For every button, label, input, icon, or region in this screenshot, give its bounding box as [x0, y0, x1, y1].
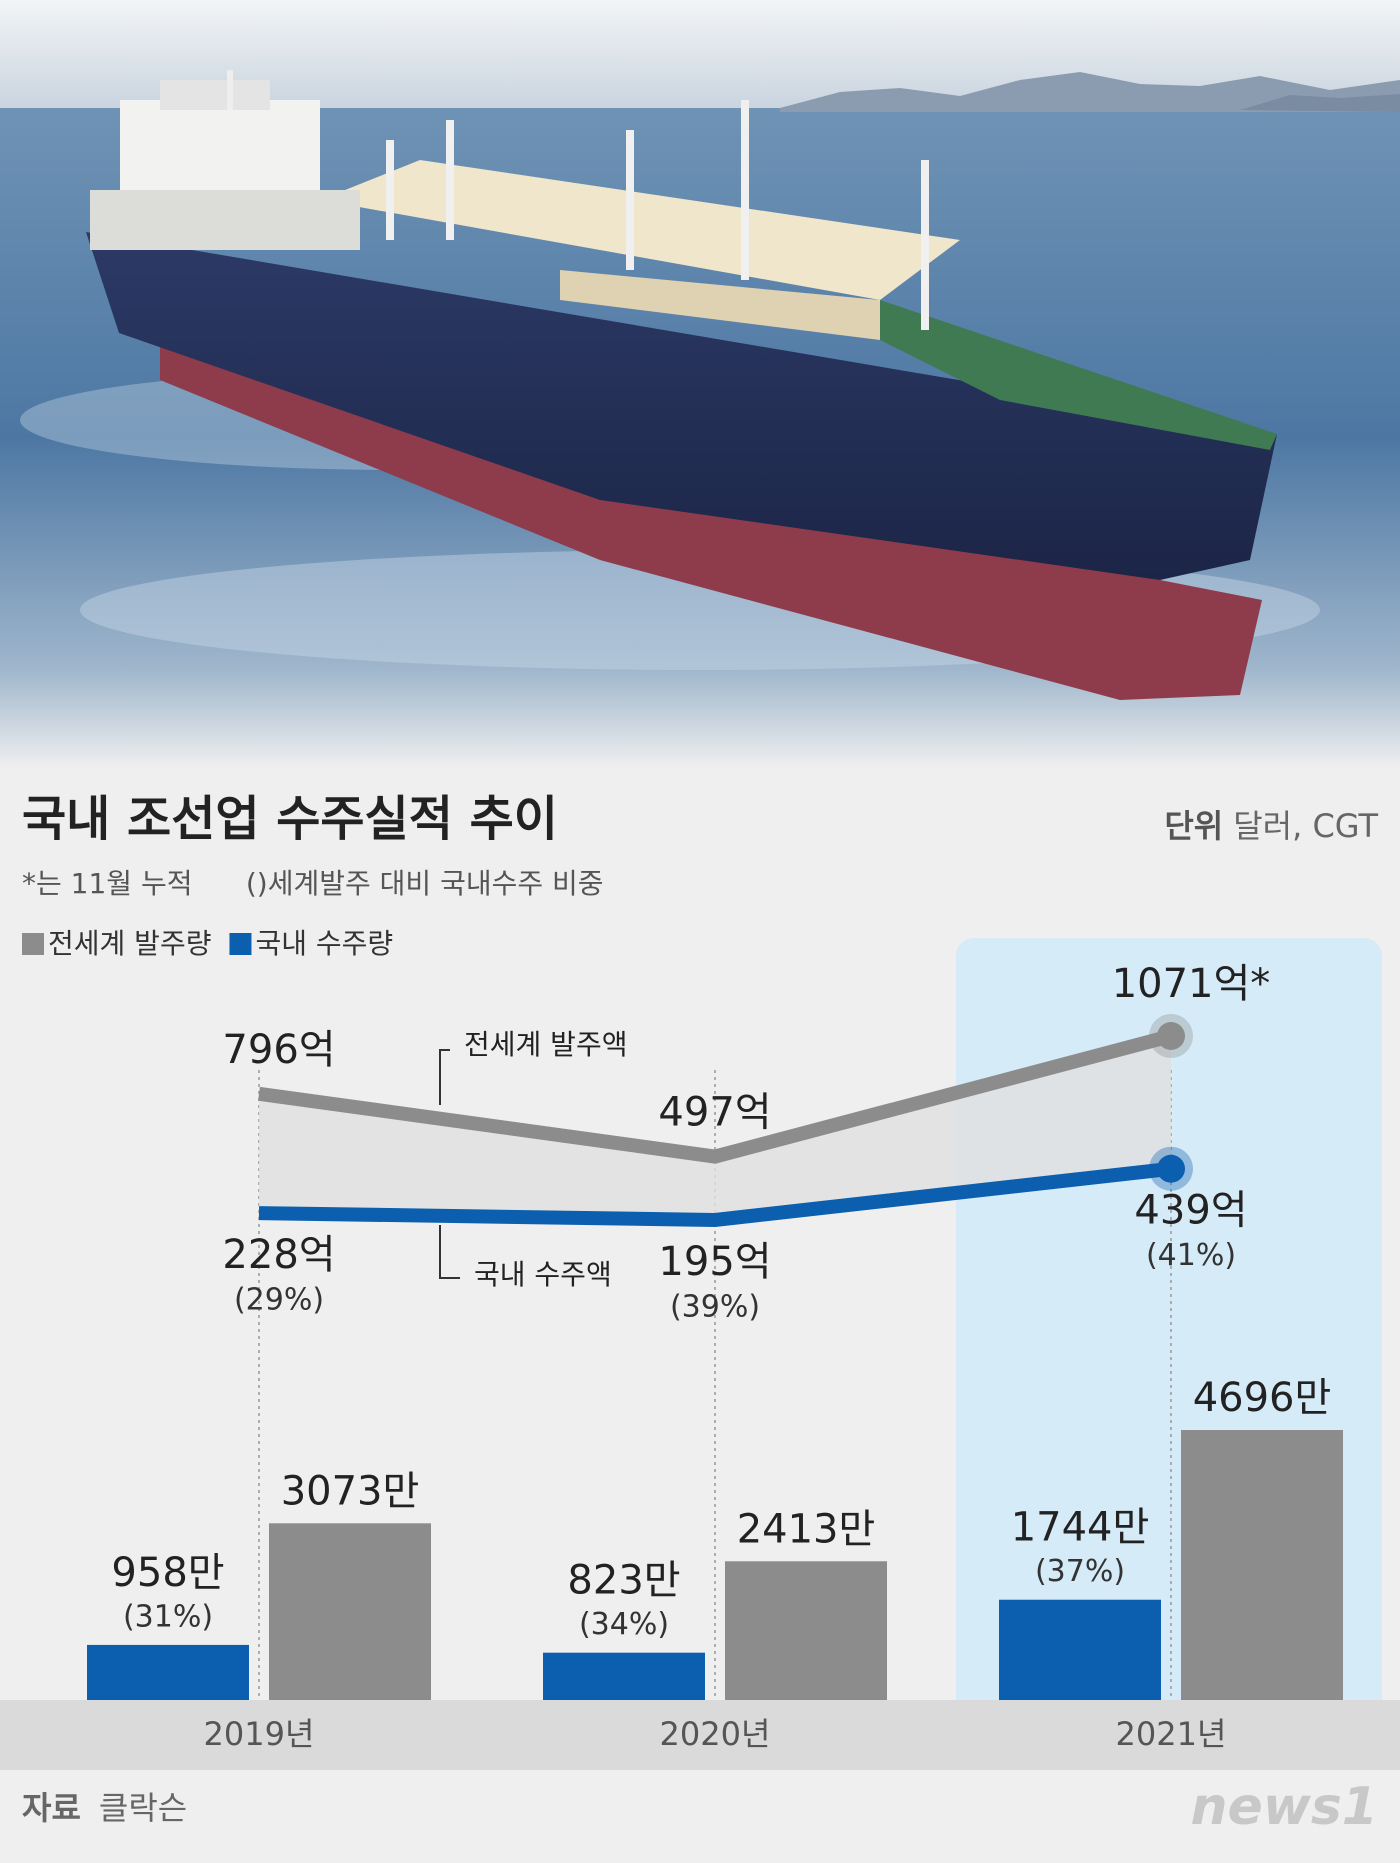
- bar: [269, 1523, 431, 1700]
- end-point: [1157, 1022, 1185, 1050]
- photo: [0, 0, 1400, 768]
- logo: news1: [1191, 1777, 1378, 1837]
- share-label: (34%): [579, 1607, 669, 1642]
- x-tick-label: 2020년: [660, 1715, 771, 1753]
- value-label: 497억: [658, 1090, 771, 1136]
- bar: [1181, 1430, 1343, 1700]
- value-label: 3073만: [281, 1468, 420, 1514]
- value-label: 195억: [658, 1239, 771, 1285]
- unit: 단위 달러, CGT: [1164, 807, 1378, 845]
- value-label: 1071억*: [1112, 961, 1271, 1007]
- bar: [725, 1561, 887, 1700]
- series-name: 전세계 발주액: [464, 1028, 627, 1061]
- source: 자료 클락슨: [22, 1789, 187, 1827]
- share-label: (37%): [1035, 1554, 1125, 1589]
- line: [258, 1029, 1173, 1164]
- value-label: 439억: [1134, 1188, 1247, 1234]
- x-tick-label: 2021년: [1116, 1715, 1227, 1753]
- value-label: 958만: [111, 1550, 224, 1596]
- value-label: 2413만: [737, 1506, 876, 1552]
- unit-text: 달러, CGT: [1233, 807, 1378, 845]
- line: [258, 1161, 1172, 1228]
- bar: [999, 1599, 1161, 1700]
- legend-swatch: [22, 933, 44, 955]
- callout: [439, 1049, 450, 1105]
- share-label: (31%): [123, 1599, 213, 1634]
- value-label: 4696만: [1193, 1375, 1332, 1421]
- title: 국내 조선업 수주실적 추이: [22, 791, 558, 847]
- axis-band: [0, 1700, 1400, 1770]
- bar: [543, 1652, 705, 1700]
- callout: [439, 1225, 460, 1279]
- value-label: 1744만: [1011, 1505, 1150, 1551]
- legend-label: 국내 수주량: [255, 927, 393, 960]
- area-between: [259, 1036, 1171, 1220]
- source-label: 자료: [22, 1789, 81, 1827]
- legend-swatch: [229, 933, 252, 955]
- unit-label: 단위: [1164, 807, 1223, 845]
- x-tick-label: 2019년: [204, 1715, 315, 1753]
- series-name: 국내 수주액: [474, 1258, 612, 1291]
- legend-label: 전세계 발주량: [48, 927, 211, 960]
- source-text: 클락슨: [99, 1789, 187, 1827]
- bar: [87, 1644, 249, 1700]
- end-point: [1157, 1154, 1185, 1183]
- share-label: (29%): [234, 1283, 324, 1318]
- value-label: 796억: [222, 1027, 335, 1073]
- value-label: 823만: [567, 1558, 680, 1604]
- note: *는 11월 누적 ()세계발주 대비 국내수주 비중: [22, 867, 604, 900]
- share-label: (39%): [670, 1290, 760, 1325]
- value-label: 228억: [222, 1232, 335, 1278]
- share-label: (41%): [1146, 1238, 1236, 1273]
